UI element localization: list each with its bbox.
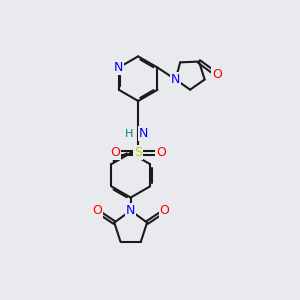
Text: O: O	[156, 146, 166, 160]
Text: N: N	[114, 61, 124, 74]
Text: N: N	[139, 127, 148, 140]
Text: O: O	[160, 204, 170, 217]
Text: O: O	[92, 204, 102, 217]
Text: S: S	[134, 146, 142, 160]
Text: O: O	[111, 146, 121, 160]
Text: N: N	[171, 73, 180, 86]
Text: H: H	[124, 129, 133, 139]
Text: O: O	[212, 68, 222, 81]
Text: N: N	[126, 204, 135, 217]
